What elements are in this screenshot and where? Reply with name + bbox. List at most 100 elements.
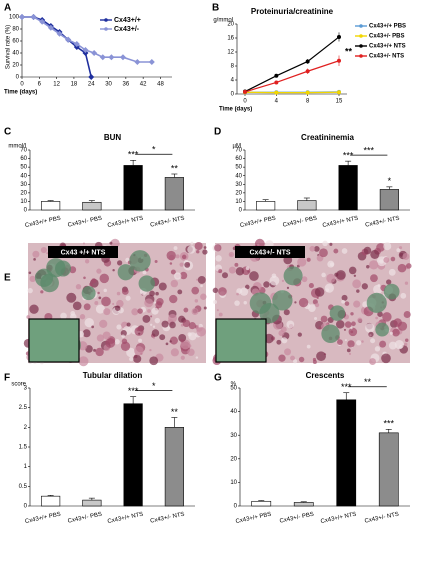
tissue	[151, 329, 160, 337]
y-tick-label: 16	[227, 36, 234, 42]
tissue	[405, 263, 412, 269]
tissue	[333, 248, 339, 254]
x-tick-label: 24	[88, 82, 95, 88]
annotation: **	[171, 163, 179, 173]
tissue	[114, 339, 120, 345]
tissue	[89, 282, 93, 287]
y-tick-label: 60	[235, 156, 242, 162]
tissue	[309, 245, 316, 252]
marker	[30, 14, 37, 20]
annotation: *	[152, 145, 156, 155]
tissue	[194, 299, 199, 303]
y-tick-label: 1.5	[19, 445, 28, 451]
x-tick-label: Cx43+/+ NTS	[107, 512, 144, 525]
glomerulus	[259, 302, 280, 324]
marker	[19, 14, 25, 20]
tissue	[329, 242, 333, 246]
tissue	[312, 359, 317, 364]
tissue	[161, 320, 169, 328]
tissue	[382, 312, 392, 322]
tissue	[298, 356, 305, 363]
x-tick-label: Cx43+/+ PBS	[235, 512, 272, 525]
tissue	[356, 289, 360, 293]
y-tick-label: 0	[231, 92, 235, 98]
tissue	[166, 250, 176, 261]
tissue	[388, 268, 396, 276]
y-tick-label: 100	[9, 15, 20, 21]
glomerulus	[117, 264, 134, 281]
tissue	[218, 287, 227, 296]
tissue	[99, 319, 108, 328]
y-tick-label: 50	[230, 386, 237, 392]
legend-marker	[359, 54, 363, 58]
tissue	[373, 284, 383, 295]
tissue	[370, 274, 378, 283]
x-tick-label: Cx43+/+ PBS	[25, 216, 62, 229]
chart-title: Tubular dilation	[83, 371, 143, 380]
tissue	[195, 356, 199, 359]
tissue	[392, 328, 400, 337]
tissue	[347, 340, 355, 348]
bar	[82, 201, 102, 211]
tissue	[110, 238, 120, 249]
chart-title: Proteinuria/creatinine	[251, 7, 334, 16]
tissue	[126, 347, 136, 358]
bar	[123, 165, 143, 211]
tissue	[170, 348, 179, 357]
tissue	[344, 301, 350, 306]
tissue	[213, 300, 218, 304]
marker	[88, 74, 95, 80]
tissue	[341, 248, 348, 254]
tissue	[116, 324, 122, 330]
tissue	[126, 322, 131, 327]
tissue	[109, 241, 113, 245]
tissue	[221, 272, 229, 279]
tissue	[142, 315, 151, 323]
x-tick-label: Cx43+/+ NTS	[320, 512, 357, 525]
x-tick-label: 18	[71, 82, 78, 88]
tissue	[142, 270, 147, 275]
tissue	[353, 300, 361, 308]
tissue	[350, 312, 354, 316]
x-tick-label: 15	[336, 99, 343, 105]
y-tick-label: 20	[235, 190, 242, 196]
tissue	[326, 273, 336, 283]
tissue	[336, 270, 346, 280]
tissue	[188, 332, 197, 341]
x-tick-label: 42	[140, 82, 147, 88]
tissue	[169, 321, 176, 329]
tissue	[316, 351, 326, 362]
x-tick-label: 0	[243, 99, 247, 105]
tissue	[377, 283, 381, 287]
y-tick-label: 70	[20, 148, 27, 154]
panel-label: G	[214, 373, 222, 384]
tissue	[120, 341, 131, 351]
tissue	[370, 249, 380, 259]
tissue	[369, 334, 372, 337]
tissue	[40, 246, 47, 254]
tissue	[121, 334, 125, 338]
tissue	[149, 349, 152, 352]
tissue	[353, 274, 357, 277]
tissue	[383, 256, 390, 263]
tissue	[159, 334, 166, 341]
tissue	[215, 255, 222, 262]
tissue	[158, 282, 167, 291]
tissue	[306, 257, 311, 262]
tissue	[256, 243, 260, 247]
tissue	[363, 246, 372, 255]
y-tick-label: 70	[235, 148, 242, 154]
y-tick-label: 60	[12, 39, 19, 45]
x-tick-label: Cx43+/- PBS	[282, 216, 317, 229]
annotation: ***	[363, 146, 374, 156]
tissue	[239, 287, 249, 296]
tissue	[116, 299, 124, 308]
tissue	[361, 340, 364, 343]
marker	[274, 90, 279, 95]
glomerulus	[81, 286, 96, 301]
tissue	[235, 267, 245, 276]
annotation: ***	[343, 151, 354, 161]
tissue	[334, 272, 339, 277]
y-tick-label: 4	[231, 78, 235, 84]
tissue	[187, 348, 195, 356]
